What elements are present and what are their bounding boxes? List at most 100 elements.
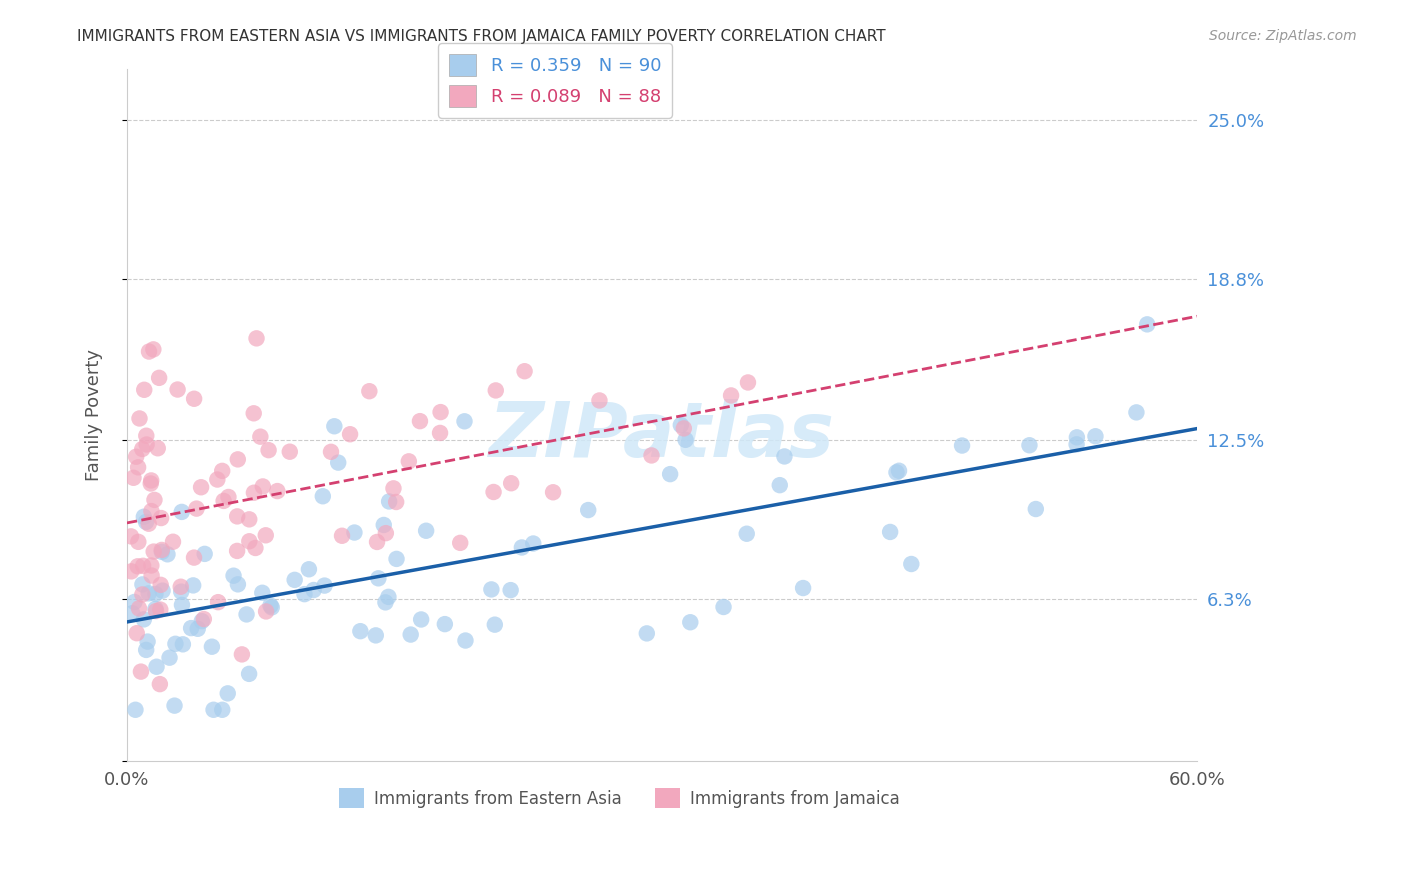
Point (373, 518, 395, 533)
Point (377, 590, 399, 604)
Point (242, 406, 264, 420)
Point (132, 558, 155, 573)
Point (148, 371, 170, 385)
Point (191, 614, 214, 628)
Point (720, 388, 742, 402)
Point (138, 586, 160, 600)
Point (145, 602, 167, 616)
Point (207, 595, 229, 609)
Point (190, 480, 212, 494)
Point (294, 587, 316, 601)
Point (142, 544, 165, 558)
Point (235, 607, 257, 622)
Point (170, 580, 193, 594)
Point (314, 578, 336, 592)
Point (339, 427, 361, 442)
Point (145, 604, 167, 618)
Point (330, 529, 353, 543)
Point (186, 501, 208, 516)
Point (134, 383, 156, 397)
Point (541, 485, 564, 500)
Point (128, 411, 150, 425)
Point (485, 384, 508, 398)
Point (636, 626, 658, 640)
Point (382, 481, 405, 495)
Point (433, 617, 456, 632)
Point (879, 524, 901, 539)
Point (217, 490, 239, 504)
Point (510, 541, 533, 555)
Point (217, 686, 239, 700)
Point (900, 557, 922, 571)
Point (120, 529, 142, 543)
Point (1066, 430, 1088, 444)
Point (312, 489, 335, 503)
Point (245, 541, 267, 555)
Point (222, 568, 245, 582)
Point (243, 485, 266, 500)
Point (152, 583, 174, 598)
Point (127, 559, 149, 574)
Point (411, 612, 433, 626)
Point (672, 421, 695, 435)
Y-axis label: Family Poverty: Family Poverty (86, 349, 103, 481)
Point (1018, 438, 1040, 452)
Point (166, 383, 188, 397)
Point (127, 460, 149, 475)
Point (374, 595, 396, 609)
Point (482, 485, 505, 500)
Point (132, 509, 155, 524)
Point (284, 573, 307, 587)
Point (252, 479, 274, 493)
Point (141, 504, 163, 518)
Point (385, 495, 408, 509)
Point (141, 474, 163, 488)
Point (162, 534, 184, 549)
Point (385, 552, 408, 566)
Point (183, 392, 205, 406)
Point (145, 659, 167, 673)
Point (254, 604, 277, 618)
Point (735, 526, 758, 541)
Point (713, 599, 735, 614)
Point (172, 637, 194, 651)
Point (226, 452, 249, 467)
Point (231, 648, 253, 662)
Point (415, 524, 437, 538)
Point (156, 547, 179, 561)
Point (501, 476, 523, 491)
Point (138, 344, 160, 359)
Point (132, 612, 155, 626)
Point (150, 543, 173, 558)
Point (409, 414, 432, 428)
Point (588, 393, 610, 408)
Point (669, 418, 692, 433)
Point (125, 626, 148, 640)
Point (170, 505, 193, 519)
Point (737, 376, 759, 390)
Point (576, 503, 599, 517)
Point (135, 437, 157, 451)
Point (127, 534, 149, 549)
Point (1125, 405, 1147, 419)
Point (138, 516, 160, 531)
Point (136, 634, 159, 648)
Point (201, 640, 224, 654)
Point (211, 464, 233, 478)
Point (149, 677, 172, 691)
Point (453, 414, 475, 428)
Point (298, 562, 321, 576)
Point (367, 571, 389, 585)
Point (366, 535, 388, 549)
Point (364, 628, 387, 642)
Point (278, 444, 301, 458)
Point (260, 600, 283, 615)
Point (323, 419, 346, 434)
Point (165, 637, 187, 651)
Point (129, 665, 152, 679)
Point (259, 599, 281, 613)
Point (522, 536, 544, 550)
Point (125, 450, 148, 464)
Legend: Immigrants from Eastern Asia, Immigrants from Jamaica: Immigrants from Eastern Asia, Immigrants… (332, 781, 907, 815)
Point (238, 512, 260, 526)
